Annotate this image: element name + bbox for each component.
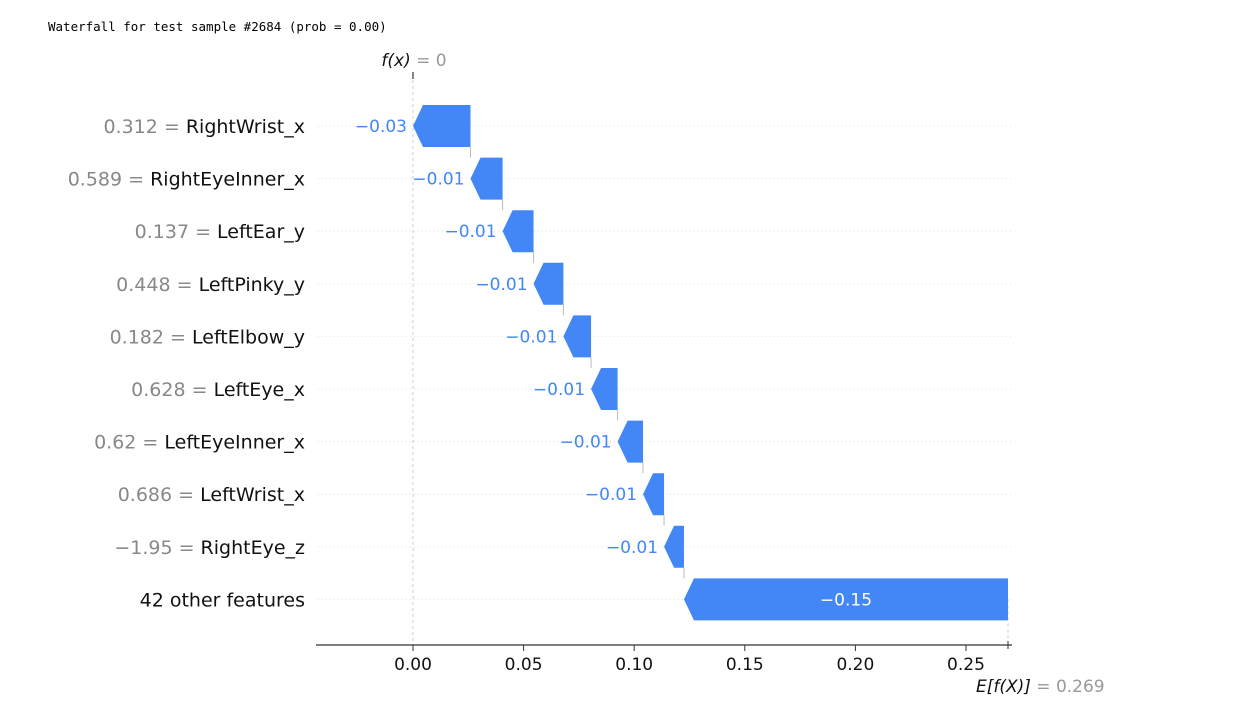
- waterfall-bar: [533, 262, 564, 305]
- feature-name: LeftEar_y: [217, 221, 305, 243]
- waterfall-bar: [643, 473, 665, 516]
- ex-value: = 0.269: [1031, 677, 1105, 697]
- feature-label: 0.312 = RightWrist_x: [103, 116, 305, 138]
- waterfall-bar: [683, 578, 1008, 621]
- fx-annotation: f(x) = 0: [381, 51, 446, 71]
- feature-label: 0.589 = RightEyeInner_x: [68, 169, 305, 191]
- x-tick-label: 0.25: [947, 655, 985, 675]
- waterfall-bar: [563, 315, 592, 358]
- feature-value: 0.589 =: [68, 169, 150, 191]
- feature-label: −1.95 = RightEye_z: [114, 537, 305, 559]
- bars-layer: [413, 105, 1008, 621]
- feature-label: 0.62 = LeftEyeInner_x: [94, 432, 305, 454]
- ex-label: E[f(X)]: [976, 677, 1031, 697]
- feature-label: 0.686 = LeftWrist_x: [118, 484, 305, 506]
- x-tick-label: 0.15: [726, 655, 764, 675]
- bar-value-label: −0.01: [606, 538, 658, 558]
- feature-name: LeftEye_x: [214, 379, 305, 401]
- feature-value: 0.628 =: [131, 379, 213, 401]
- bar-value-label: −0.01: [475, 275, 527, 295]
- feature-name: LeftPinky_y: [199, 274, 305, 296]
- feature-label: 0.182 = LeftElbow_y: [110, 326, 305, 348]
- grid-layer: [318, 74, 1012, 645]
- feature-value: −1.95 =: [114, 537, 200, 559]
- x-tick-label: 0.10: [615, 655, 653, 675]
- bar-value-label: −0.15: [820, 590, 872, 610]
- feature-label: 0.448 = LeftPinky_y: [116, 274, 305, 296]
- feature-value: 0.62 =: [94, 432, 164, 454]
- feature-label: 0.137 = LeftEar_y: [135, 221, 305, 243]
- bar-value-label: −0.01: [585, 485, 637, 505]
- x-tick-label: 0.05: [505, 655, 543, 675]
- bar-value-label: −0.01: [505, 327, 557, 347]
- feature-name: RightEyeInner_x: [150, 169, 305, 191]
- feature-value: 0.182 =: [110, 326, 192, 348]
- bar-value-label: −0.01: [533, 380, 585, 400]
- feature-name: RightEye_z: [201, 537, 305, 559]
- waterfall-bar: [617, 420, 644, 463]
- feature-name: 42 other features: [140, 589, 305, 611]
- feature-label: 42 other features: [140, 589, 305, 611]
- feature-value: 0.137 =: [135, 221, 217, 243]
- bar-value-label: −0.01: [412, 170, 464, 190]
- fx-value: = 0: [411, 51, 447, 71]
- labels-layer: −0.03 0.312 = RightWrist_x −0.01 0.589 = Ri…: [68, 116, 872, 611]
- axis-layer: 0.00 0.05 0.10 0.15 0.20 0.25 f(x) = 0 E[f(X)] …: [316, 51, 1105, 697]
- feature-name: LeftElbow_y: [192, 326, 305, 348]
- bar-value-label: −0.01: [559, 433, 611, 453]
- feature-name: LeftWrist_x: [200, 484, 305, 506]
- bar-value-label: −0.01: [444, 222, 496, 242]
- bar-value-label: −0.03: [355, 117, 407, 137]
- feature-value: 0.312 =: [103, 116, 185, 138]
- feature-value: 0.686 =: [118, 484, 200, 506]
- waterfall-bar: [664, 525, 684, 568]
- waterfall-bar: [502, 210, 534, 253]
- base-value-annotation: E[f(X)] = 0.269: [976, 677, 1105, 697]
- x-tick-label: 0.20: [836, 655, 874, 675]
- waterfall-bar: [470, 157, 503, 200]
- figure-header: Waterfall for test sample #2684 (prob = …: [48, 19, 387, 34]
- feature-name: RightWrist_x: [186, 116, 305, 138]
- waterfall-bar: [413, 105, 471, 147]
- x-tick-label: 0.00: [394, 655, 432, 675]
- feature-name: LeftEyeInner_x: [164, 432, 305, 454]
- fx-label: f(x): [381, 51, 410, 71]
- feature-label: 0.628 = LeftEye_x: [131, 379, 305, 401]
- feature-value: 0.448 =: [116, 274, 198, 296]
- waterfall-bar: [591, 368, 618, 410]
